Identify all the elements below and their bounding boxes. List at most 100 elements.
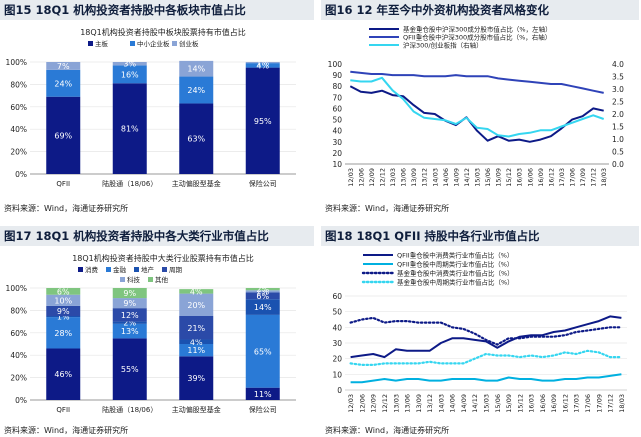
bar-segment [46,348,81,400]
x-tick-label: 15/09 [495,168,503,187]
legend-label-0: 基金重仓股中沪深300成分股市值占比（%，左轴） [403,25,552,34]
y-tick-label: 100% [6,284,27,293]
data-label: 11% [187,346,205,355]
data-label: 65% [254,347,272,356]
series-line-3 [349,349,623,367]
data-label: 20% [187,301,205,310]
data-label: 21% [187,324,205,333]
y-tick-label: 60% [10,329,27,338]
x-tick-label: 14/12 [463,168,471,187]
x-tick-label: 15/12 [505,168,513,187]
y-tick-label: 20% [10,374,27,383]
x-tick-label: 16/12 [547,168,555,187]
fig17-title: 图17 18Q1 机构投资者持股中各大类行业市值占比 [0,226,314,246]
data-label: 3% [123,60,136,69]
y-left-tick-label: 50 [332,308,342,317]
bar-segment [46,316,81,318]
legend-label-4: 科技 [127,275,141,284]
data-label: 4% [256,61,269,70]
y-tick-label: 80% [10,306,27,315]
legend-label-0: 主板 [95,39,109,48]
y-left-tick-label: 70 [332,93,342,102]
x-tick-label: 16/03 [528,394,536,413]
bar-segment [112,323,147,339]
panel-fig18: 图18 18Q1 QFII 持股中各行业市值占比 0 10 20 30 40 50 60 12… [321,226,641,437]
legend-swatch-2 [134,267,139,272]
legend-label-3: 基金重仓股中周期类行业市值占比（%） [397,278,514,287]
x-tick-label: 12/06 [358,394,366,413]
y-tick-label: 60% [10,103,27,112]
y-right-tick-label: 4.0 [612,60,624,69]
bar-segment [179,356,214,400]
bar-segment [179,60,214,77]
y-tick-label: 20% [10,148,27,157]
data-label: 2% [256,285,269,294]
data-label: 55% [121,365,139,374]
x-tick-label: 17/06 [569,168,577,187]
data-label: 4% [190,287,203,296]
bar-segment [46,69,81,97]
y-left-tick-label: 10 [332,370,342,379]
y-left-tick-label: 20 [332,149,342,158]
y-left-tick-label: 20 [332,355,342,364]
bar-segment [112,308,147,322]
bar-segment [46,305,81,316]
x-tick-label: 12/03 [347,168,355,187]
y-left-tick-label: 60 [332,104,342,113]
bar-segment [112,321,147,324]
fig15-title: 图15 18Q1 机构投资者持股中各板块市值占比 [0,0,314,20]
x-tick-label: 18/03 [618,394,626,413]
x-tick-label: 16/09 [550,394,558,413]
data-label: 24% [54,79,72,88]
legend-label-2: 沪深300/创业板指（右轴） [403,41,483,50]
y-left-tick-label: 0 [337,386,342,395]
bar-segment [46,96,81,174]
legend-swatch-4 [120,277,125,282]
legend-swatch-0 [88,41,93,46]
x-tick-label: 15/12 [516,394,524,413]
y-left-tick-label: 40 [332,323,342,332]
x-tick-label: 14/09 [452,168,460,187]
y-left-tick-label: 30 [332,138,342,147]
x-tick-label: 14/06 [442,168,450,187]
legend-label-2: 地产 [141,265,155,274]
bar-segment [112,338,147,400]
x-tick-label: 陆股通（18/06） [102,405,157,414]
y-tick-label: 0% [15,170,27,179]
x-tick-label: 保险公司 [249,405,277,414]
x-tick-label: 17/12 [607,394,615,413]
x-tick-label: 16/09 [537,168,545,187]
bar-segment [245,62,280,64]
bar-segment [245,299,280,315]
bar-segment [46,294,81,306]
bar-segment [112,62,147,66]
x-tick-label: 16/06 [526,168,534,187]
series-line-1 [350,70,604,94]
data-label: 2% [123,319,136,328]
x-tick-label: 17/03 [573,394,581,413]
legend-label-1: 中小企业板 [137,39,170,48]
panel-fig15: 图15 18Q1 机构投资者持股中各板块市值占比 18Q1机构投资者持股中板块股… [0,0,314,218]
bar-segment [46,62,81,70]
x-tick-label: 13/09 [410,168,418,187]
data-label: 81% [121,125,139,134]
legend-label-5: 其他 [155,275,169,284]
data-label: 6% [57,287,70,296]
y-left-tick-label: 30 [332,339,342,348]
x-tick-label: 17/09 [579,168,587,187]
x-tick-label: 13/03 [389,168,397,187]
series-line-0 [349,85,604,143]
data-label: 13% [121,327,139,336]
fig18-source: 资料来源：Wind，海通证券研究所 [325,426,450,435]
data-label: 39% [187,374,205,383]
x-tick-label: 17/12 [590,168,598,187]
bar-segment [179,293,214,316]
y-tick-label: 40% [10,125,27,134]
y-tick-label: 0% [15,396,27,405]
data-label: 12% [121,311,139,320]
legend-swatch-3 [162,267,167,272]
bar-segment [112,65,147,84]
bar-segment [179,289,214,294]
x-tick-label: 14/12 [471,394,479,413]
